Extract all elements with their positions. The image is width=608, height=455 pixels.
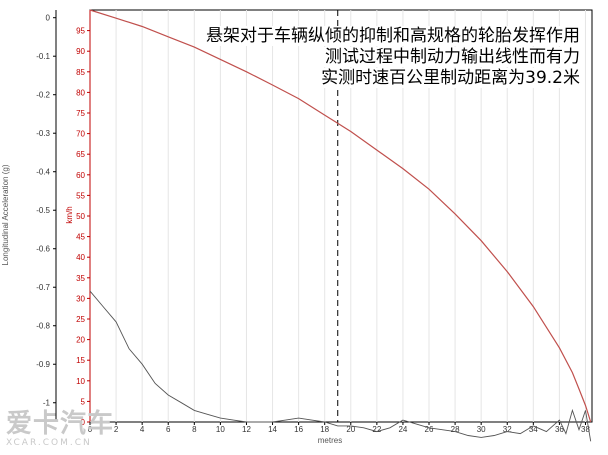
x-tick-label: 14	[268, 425, 277, 434]
acceleration-series-line	[89, 290, 592, 442]
x-tick-label: 24	[398, 425, 407, 434]
x-tick-label: 30	[477, 425, 486, 434]
y-left-tick-label: -0.4	[36, 168, 50, 177]
y-left-tick-label: -0.7	[36, 283, 50, 292]
y-right-tick-label: 5	[81, 397, 86, 406]
watermark-sub: XCAR.COM.CN	[6, 438, 92, 448]
x-tick-label: 36	[555, 425, 564, 434]
y-right-tick-label: 40	[76, 253, 85, 262]
watermark-main: 爱卡汽车	[6, 409, 115, 439]
y-right-tick-label: 15	[76, 356, 85, 365]
x-tick-label: 10	[216, 425, 225, 434]
y-left-tick-label: -0.1	[36, 52, 50, 61]
y-left-tick-label: -0.5	[36, 206, 50, 215]
y-axis-label-right: km/h	[65, 206, 74, 223]
y-right-tick-label: 55	[76, 191, 85, 200]
y-right-tick-label: 35	[76, 274, 85, 283]
x-tick-label: 6	[166, 425, 171, 434]
y-right-tick-label: 60	[76, 171, 85, 180]
x-ticks: 0 2 4 6 8 10 12 14 16 18 20 22 24 26 28 30 32 34 36 38	[88, 422, 590, 434]
y-right-tick-label: 50	[76, 212, 85, 221]
y-right-tick-label: 25	[76, 315, 85, 324]
x-tick-label: 8	[192, 425, 197, 434]
x-axis-label: metres	[318, 436, 342, 445]
y-left-tick-label: -0.3	[36, 129, 50, 138]
y-left-tick-label: -0.2	[36, 91, 50, 100]
left-ticks: 0 -0.1 -0.2 -0.3 -0.4 -0.5 -0.6 -0.7 -0.8 -0.9 -1	[36, 14, 56, 408]
y-right-tick-label: 0	[81, 418, 86, 427]
x-tick-label: 28	[451, 425, 460, 434]
annotation-line-3: 实测时速百公里制动距离为39.2米	[319, 68, 582, 88]
x-tick-label: 18	[320, 425, 329, 434]
y-right-tick-label: 65	[76, 150, 85, 159]
x-tick-label: 4	[140, 425, 145, 434]
x-tick-label: 38	[581, 425, 590, 434]
x-tick-label: 2	[114, 425, 119, 434]
y-left-tick-label: -0.6	[36, 245, 50, 254]
series-group	[89, 9, 592, 442]
annotation-line-2: 测试过程中制动力输出线性而有力	[323, 47, 582, 67]
y-right-tick-label: 95	[76, 27, 85, 36]
speed-series-line	[89, 9, 592, 423]
annotation-line-1: 悬架对于车辆纵倾的抑制和高规格的轮胎发挥作用	[204, 26, 582, 46]
y-right-tick-label: 75	[76, 109, 85, 118]
x-tick-label: 16	[294, 425, 303, 434]
y-right-tick-label: 90	[76, 47, 85, 56]
y-left-tick-label: -1	[43, 399, 51, 408]
y-left-tick-label: -0.9	[36, 360, 50, 369]
x-tick-label: 34	[529, 425, 538, 434]
y-right-tick-label: 30	[76, 294, 85, 303]
x-tick-label: 12	[242, 425, 251, 434]
y-right-tick-label: 10	[76, 377, 85, 386]
y-right-tick-label: 70	[76, 130, 85, 139]
x-tick-label: 32	[503, 425, 512, 434]
y-left-tick-label: 0	[46, 14, 51, 23]
y-right-tick-label: 80	[76, 88, 85, 97]
y-left-tick-label: -0.8	[36, 322, 50, 331]
y-axis-label-left: Longitudinal Acceleration (g)	[1, 164, 10, 265]
x-tick-label: 20	[346, 425, 355, 434]
y-right-tick-label: 45	[76, 233, 85, 242]
x-tick-label: 0	[88, 425, 93, 434]
right-ticks: 0 5 10 15 20 25 30 35 40 45 50 55 60 65 70 75 80 85 90 95	[76, 27, 90, 427]
y-right-tick-label: 85	[76, 68, 85, 77]
x-tick-label: 26	[425, 425, 434, 434]
x-tick-label: 22	[372, 425, 381, 434]
watermark: 爱卡汽车 XCAR.COM.CN	[6, 410, 114, 448]
y-right-tick-label: 20	[76, 336, 85, 345]
